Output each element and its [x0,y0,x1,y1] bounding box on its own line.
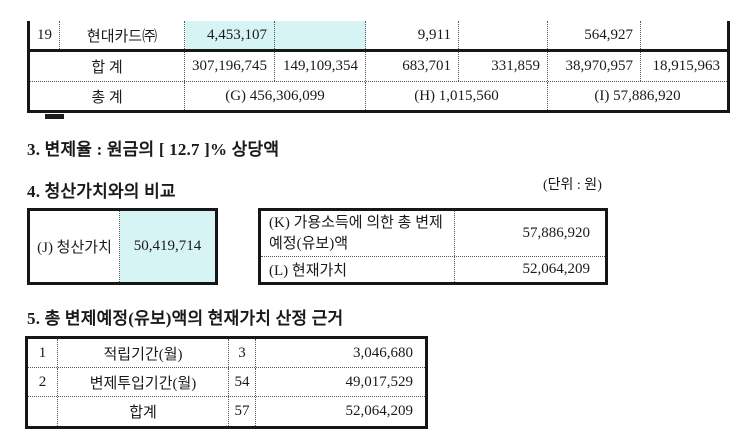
creditor-amount-cell [641,21,727,49]
comparison-k-label: (K) 가용소득에 의한 총 변제 예정(유보)액 [261,211,455,256]
subtotal-label: 합 계 [30,52,185,81]
grandtotal-i-cell: (I) 57,886,920 [594,87,681,104]
liquidation-value: 50,419,714 [120,211,215,282]
subtotal-value-cell: 149,109,354 [275,52,366,81]
creditor-amount-cell [275,21,366,49]
section5-heading: 5. 총 변제예정(유보)액의 현재가치 산정 근거 [27,309,344,328]
comparison-row-l: (L) 현재가치 52,064,209 [261,257,605,282]
unit-note: (단위 : 원) [543,178,602,193]
subtotal-value-cell: 18,915,963 [652,58,721,74]
basis-row-amount: 3,046,680 [353,344,413,361]
grandtotal-g-cell: (G) 456,306,099 [185,82,366,110]
basis-row-amount: 49,017,529 [345,373,414,390]
basis-row-months: 54 [229,368,256,396]
subtotal-value-cell: 307,196,745 [185,52,275,81]
basis-row-number: 1 [28,339,58,367]
grandtotal-label: 총 계 [30,82,185,110]
repayment-summary-table: 19 현대카드㈜ 4,453,107 9,911 564,927 합 계 307… [27,21,730,113]
table-row-creditor-19: 19 현대카드㈜ 4,453,107 9,911 564,927 [30,21,727,52]
subtotal-value-cell: 38,970,957 [548,52,641,81]
table-row-subtotal: 합 계 307,196,745 149,109,354 683,701 331,… [30,52,727,82]
table-row-grandtotal: 총 계 (G) 456,306,099 (H) 1,015,560 (I) 57… [30,82,727,110]
subtotal-value-cell: 683,701 [366,52,459,81]
liquidation-row: (J) 청산가치 50,419,714 [30,211,215,282]
comparison-l-label: (L) 현재가치 [261,257,455,282]
creditor-amount-cell: 4,453,107 [185,21,275,49]
creditor-row-number: 19 [30,21,60,49]
liquidation-value-table: (J) 청산가치 50,419,714 [27,208,218,285]
comparison-row-k: (K) 가용소득에 의한 총 변제 예정(유보)액 57,886,920 [261,211,605,257]
table-row: 1 적립기간(월) 3 3,046,680 [28,339,425,368]
basis-row-months: 57 [229,397,256,426]
table-row-total: 합계 57 52,064,209 [28,397,425,426]
basis-row-months: 3 [229,339,256,367]
present-value-basis-table: 1 적립기간(월) 3 3,046,680 2 변제투입기간(월) 54 49,… [25,336,428,429]
basis-row-amount: 52,064,209 [345,403,414,419]
liquidation-label: (J) 청산가치 [30,211,120,282]
comparison-table: (K) 가용소득에 의한 총 변제 예정(유보)액 57,886,920 (L)… [258,208,608,285]
scan-artifact [45,114,64,119]
basis-row-label: 변제투입기간(월) [58,368,229,396]
section4-heading: 4. 청산가치와의 비교 [27,182,176,201]
basis-row-number: 2 [28,368,58,396]
comparison-l-value: 52,064,209 [522,261,591,277]
basis-row-label: 합계 [58,397,229,426]
grandtotal-h-cell: (H) 1,015,560 [366,82,548,110]
creditor-name: 현대카드㈜ [60,21,185,49]
creditor-amount-cell [459,21,548,49]
creditor-amount-cell: 9,911 [366,21,459,49]
basis-row-number [28,397,58,426]
comparison-k-value: 57,886,920 [522,225,591,241]
creditor-amount-cell: 564,927 [548,21,641,49]
section3-heading: 3. 변제율 : 원금의 [ 12.7 ]% 상당액 [27,140,280,159]
basis-row-label: 적립기간(월) [58,339,229,367]
subtotal-value-cell: 331,859 [459,52,548,81]
table-row: 2 변제투입기간(월) 54 49,017,529 [28,368,425,397]
